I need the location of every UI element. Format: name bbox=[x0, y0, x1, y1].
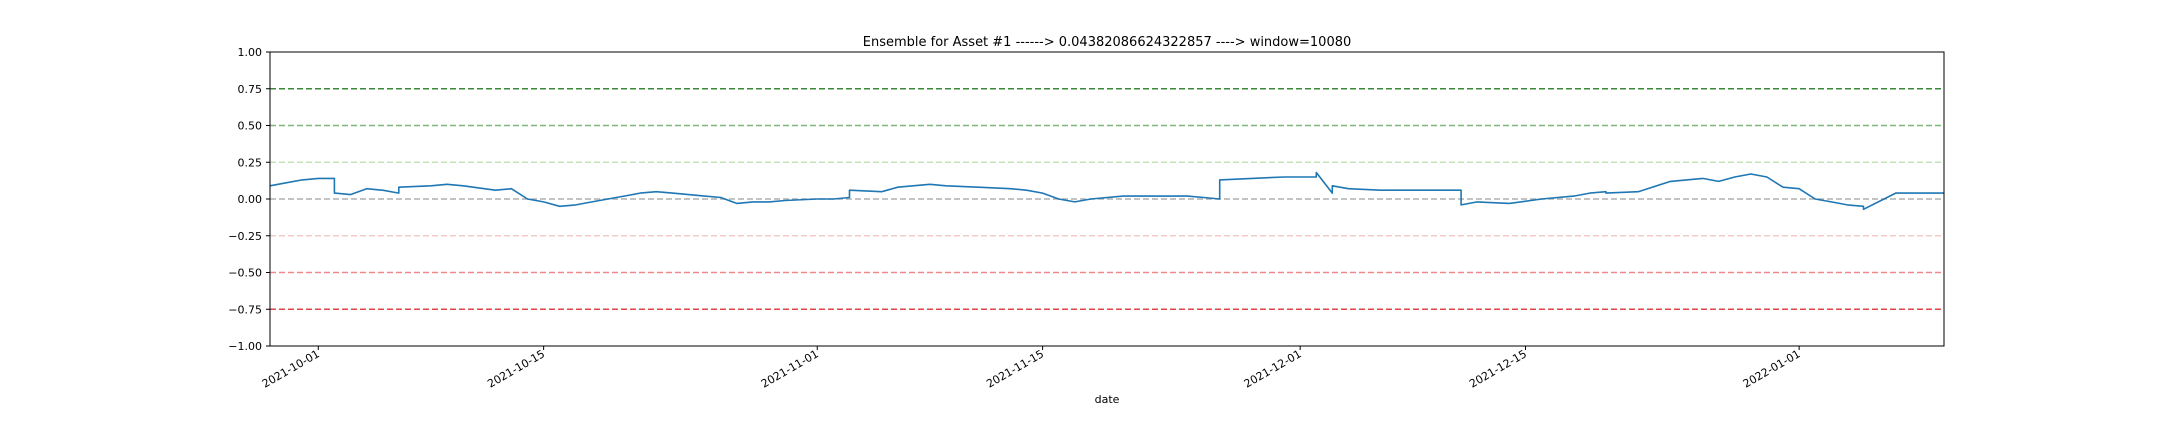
y-tick-label: 0.00 bbox=[238, 193, 263, 206]
x-tick-label: 2021-12-01 bbox=[1242, 347, 1304, 390]
x-tick-label: 2021-11-15 bbox=[984, 347, 1046, 390]
y-tick-label: −1.00 bbox=[228, 340, 262, 353]
x-tick-label: 2022-01-01 bbox=[1741, 347, 1803, 390]
y-tick-label: −0.25 bbox=[228, 230, 262, 243]
x-tick-label: 2021-12-15 bbox=[1467, 347, 1529, 390]
y-tick-label: 0.50 bbox=[238, 120, 263, 133]
y-tick-label: 0.25 bbox=[238, 156, 263, 169]
x-tick-label: 2021-10-15 bbox=[485, 347, 547, 390]
x-tick-label: 2021-11-01 bbox=[759, 347, 821, 390]
x-axis-label: date bbox=[1095, 393, 1120, 406]
y-tick-label: −0.75 bbox=[228, 303, 262, 316]
y-tick-label: 0.75 bbox=[238, 83, 263, 96]
y-tick-label: −0.50 bbox=[228, 267, 262, 280]
series-line bbox=[269, 171, 1944, 211]
chart-title: Ensemble for Asset #1 ------> 0.04382086… bbox=[863, 35, 1352, 50]
y-tick-label: 1.00 bbox=[238, 46, 263, 59]
x-tick-label: 2021-10-01 bbox=[260, 347, 322, 390]
